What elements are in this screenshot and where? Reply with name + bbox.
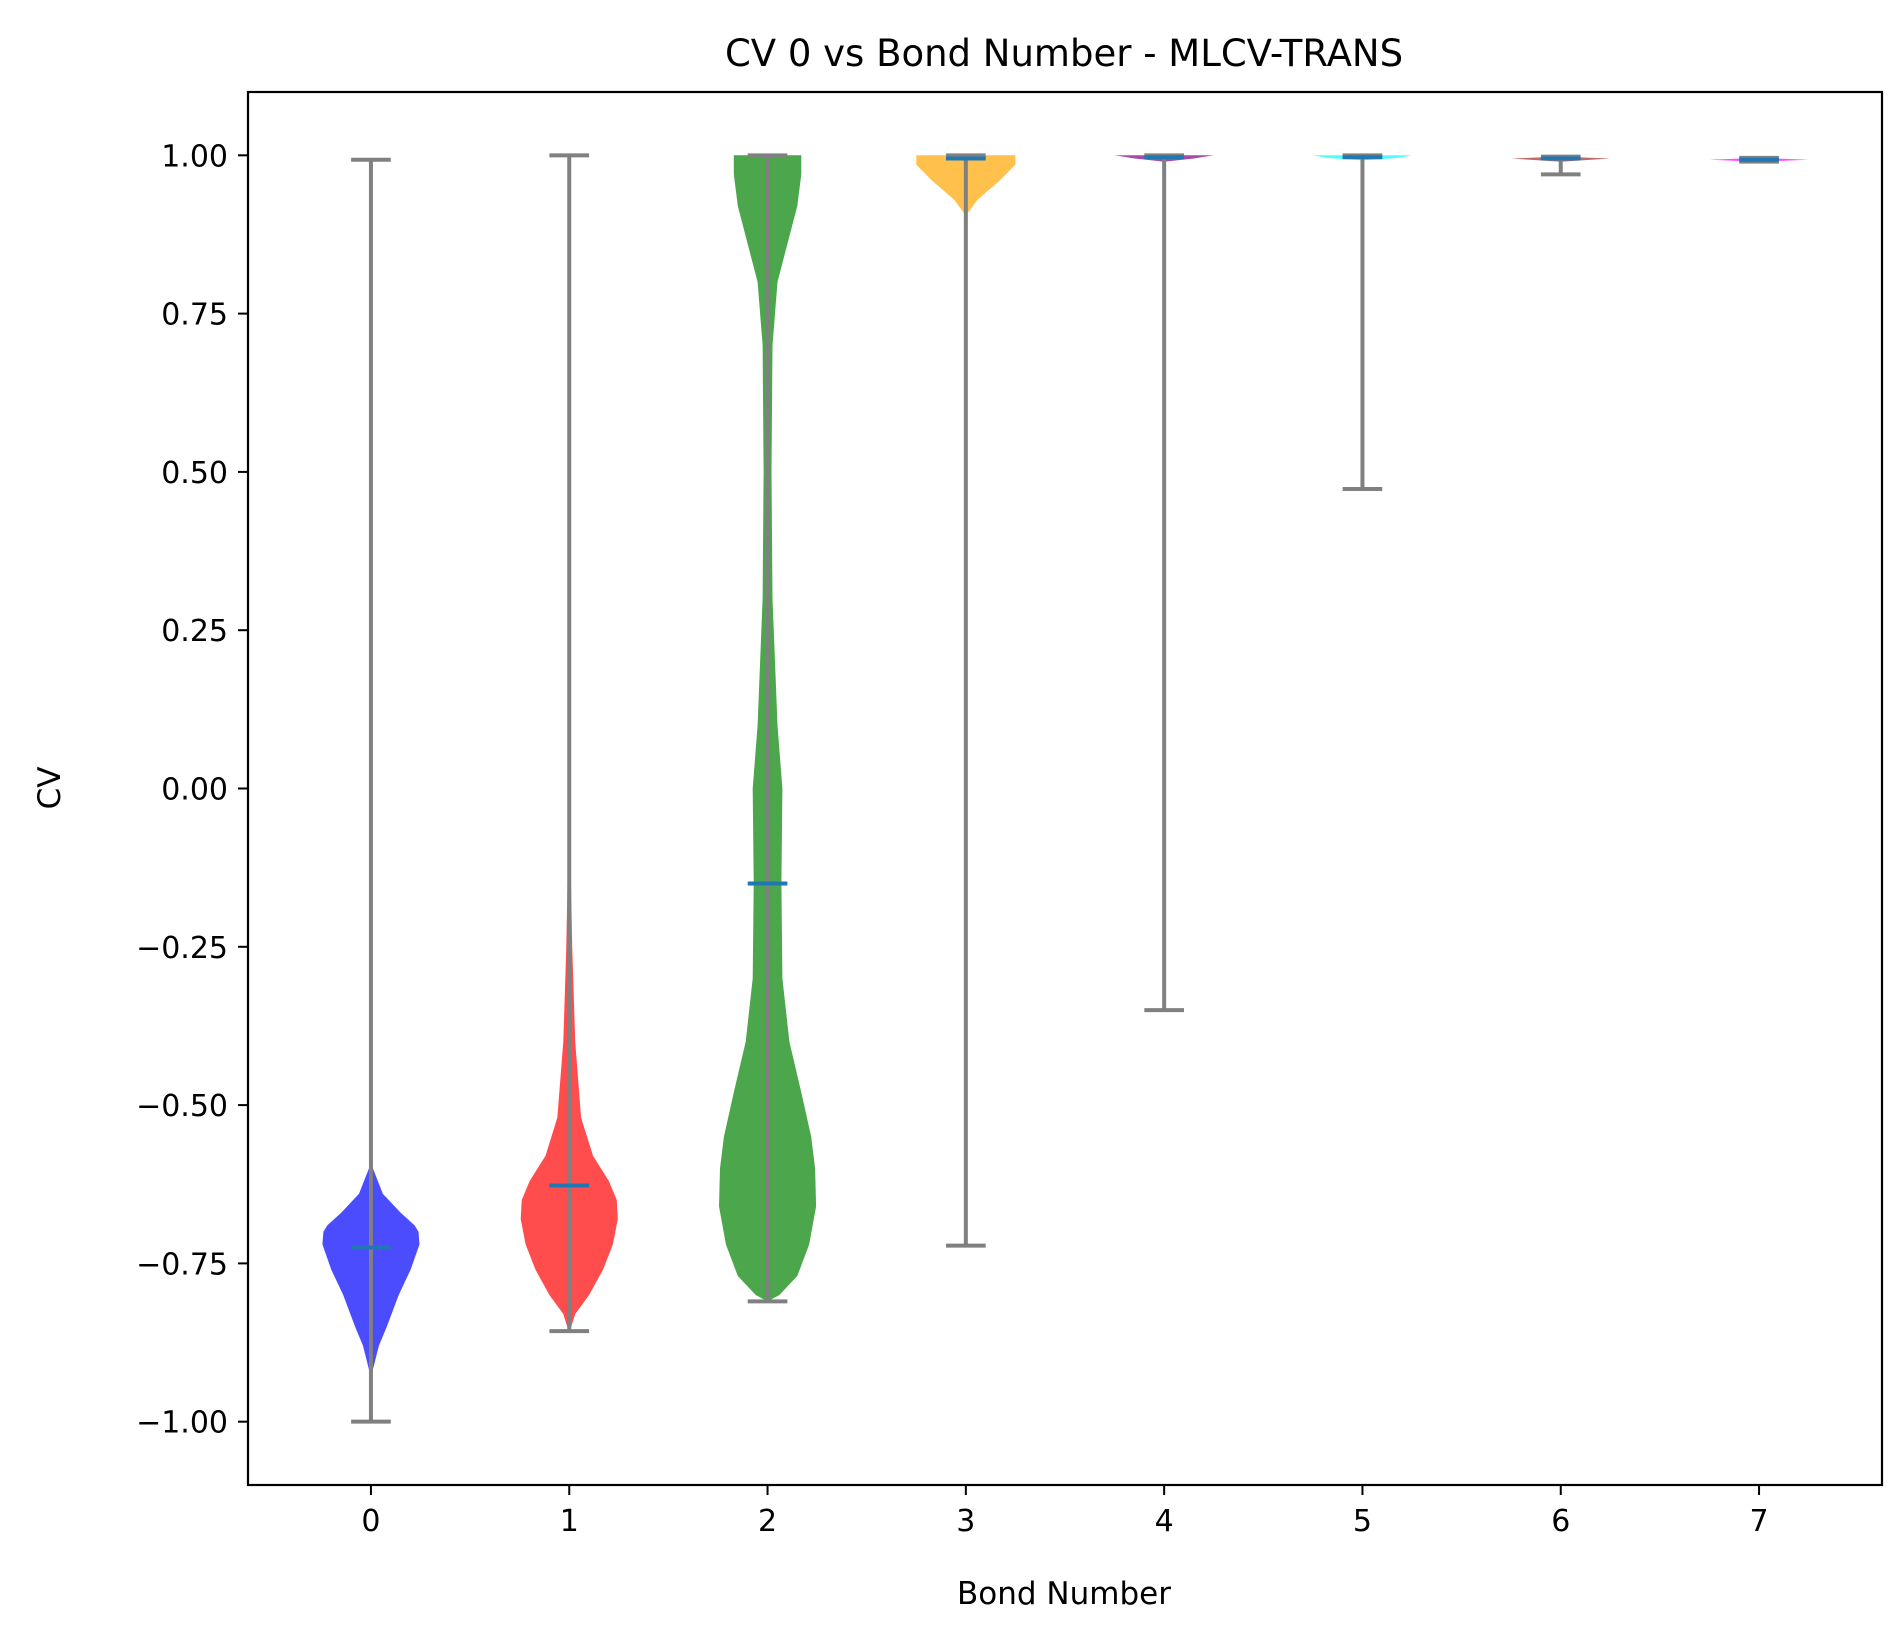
- x-axis: 0 1 2 3 4 5 6 7: [361, 1485, 1769, 1539]
- y-tick-label: 0.75: [161, 298, 228, 333]
- x-tick-label-2: 2: [758, 1504, 777, 1539]
- x-tick-label-5: 5: [1353, 1504, 1372, 1539]
- x-tick-label-4: 4: [1155, 1504, 1174, 1539]
- x-tick-label-1: 1: [560, 1504, 579, 1539]
- y-tick-label: 0.25: [161, 614, 228, 649]
- y-tick-label: 1.00: [161, 139, 228, 174]
- y-axis: 1.00 0.75 0.50 0.25 0.00 −0.25 −0.50 −0.75 −1.00: [136, 139, 248, 1441]
- x-tick-label-3: 3: [956, 1504, 975, 1539]
- chart-title: CV 0 vs Bond Number - MLCV-TRANS: [725, 32, 1403, 75]
- y-tick-label: −0.25: [136, 931, 228, 966]
- y-tick-label: 0.00: [161, 773, 228, 808]
- y-tick-label: −0.50: [136, 1089, 228, 1124]
- plot-frame: [246, 90, 1884, 1487]
- y-tick-label: −0.75: [136, 1247, 228, 1282]
- x-tick-label-6: 6: [1551, 1504, 1570, 1539]
- y-tick-label: −1.00: [136, 1406, 228, 1441]
- y-axis-label: CV: [32, 767, 68, 810]
- x-axis-label: Bond Number: [957, 1576, 1171, 1612]
- whisker-group: [351, 153, 1779, 1424]
- x-tick-label-7: 7: [1750, 1504, 1769, 1539]
- y-tick-label: 0.50: [161, 456, 228, 491]
- violin-group: [322, 155, 1809, 1378]
- x-tick-label-0: 0: [361, 1504, 380, 1539]
